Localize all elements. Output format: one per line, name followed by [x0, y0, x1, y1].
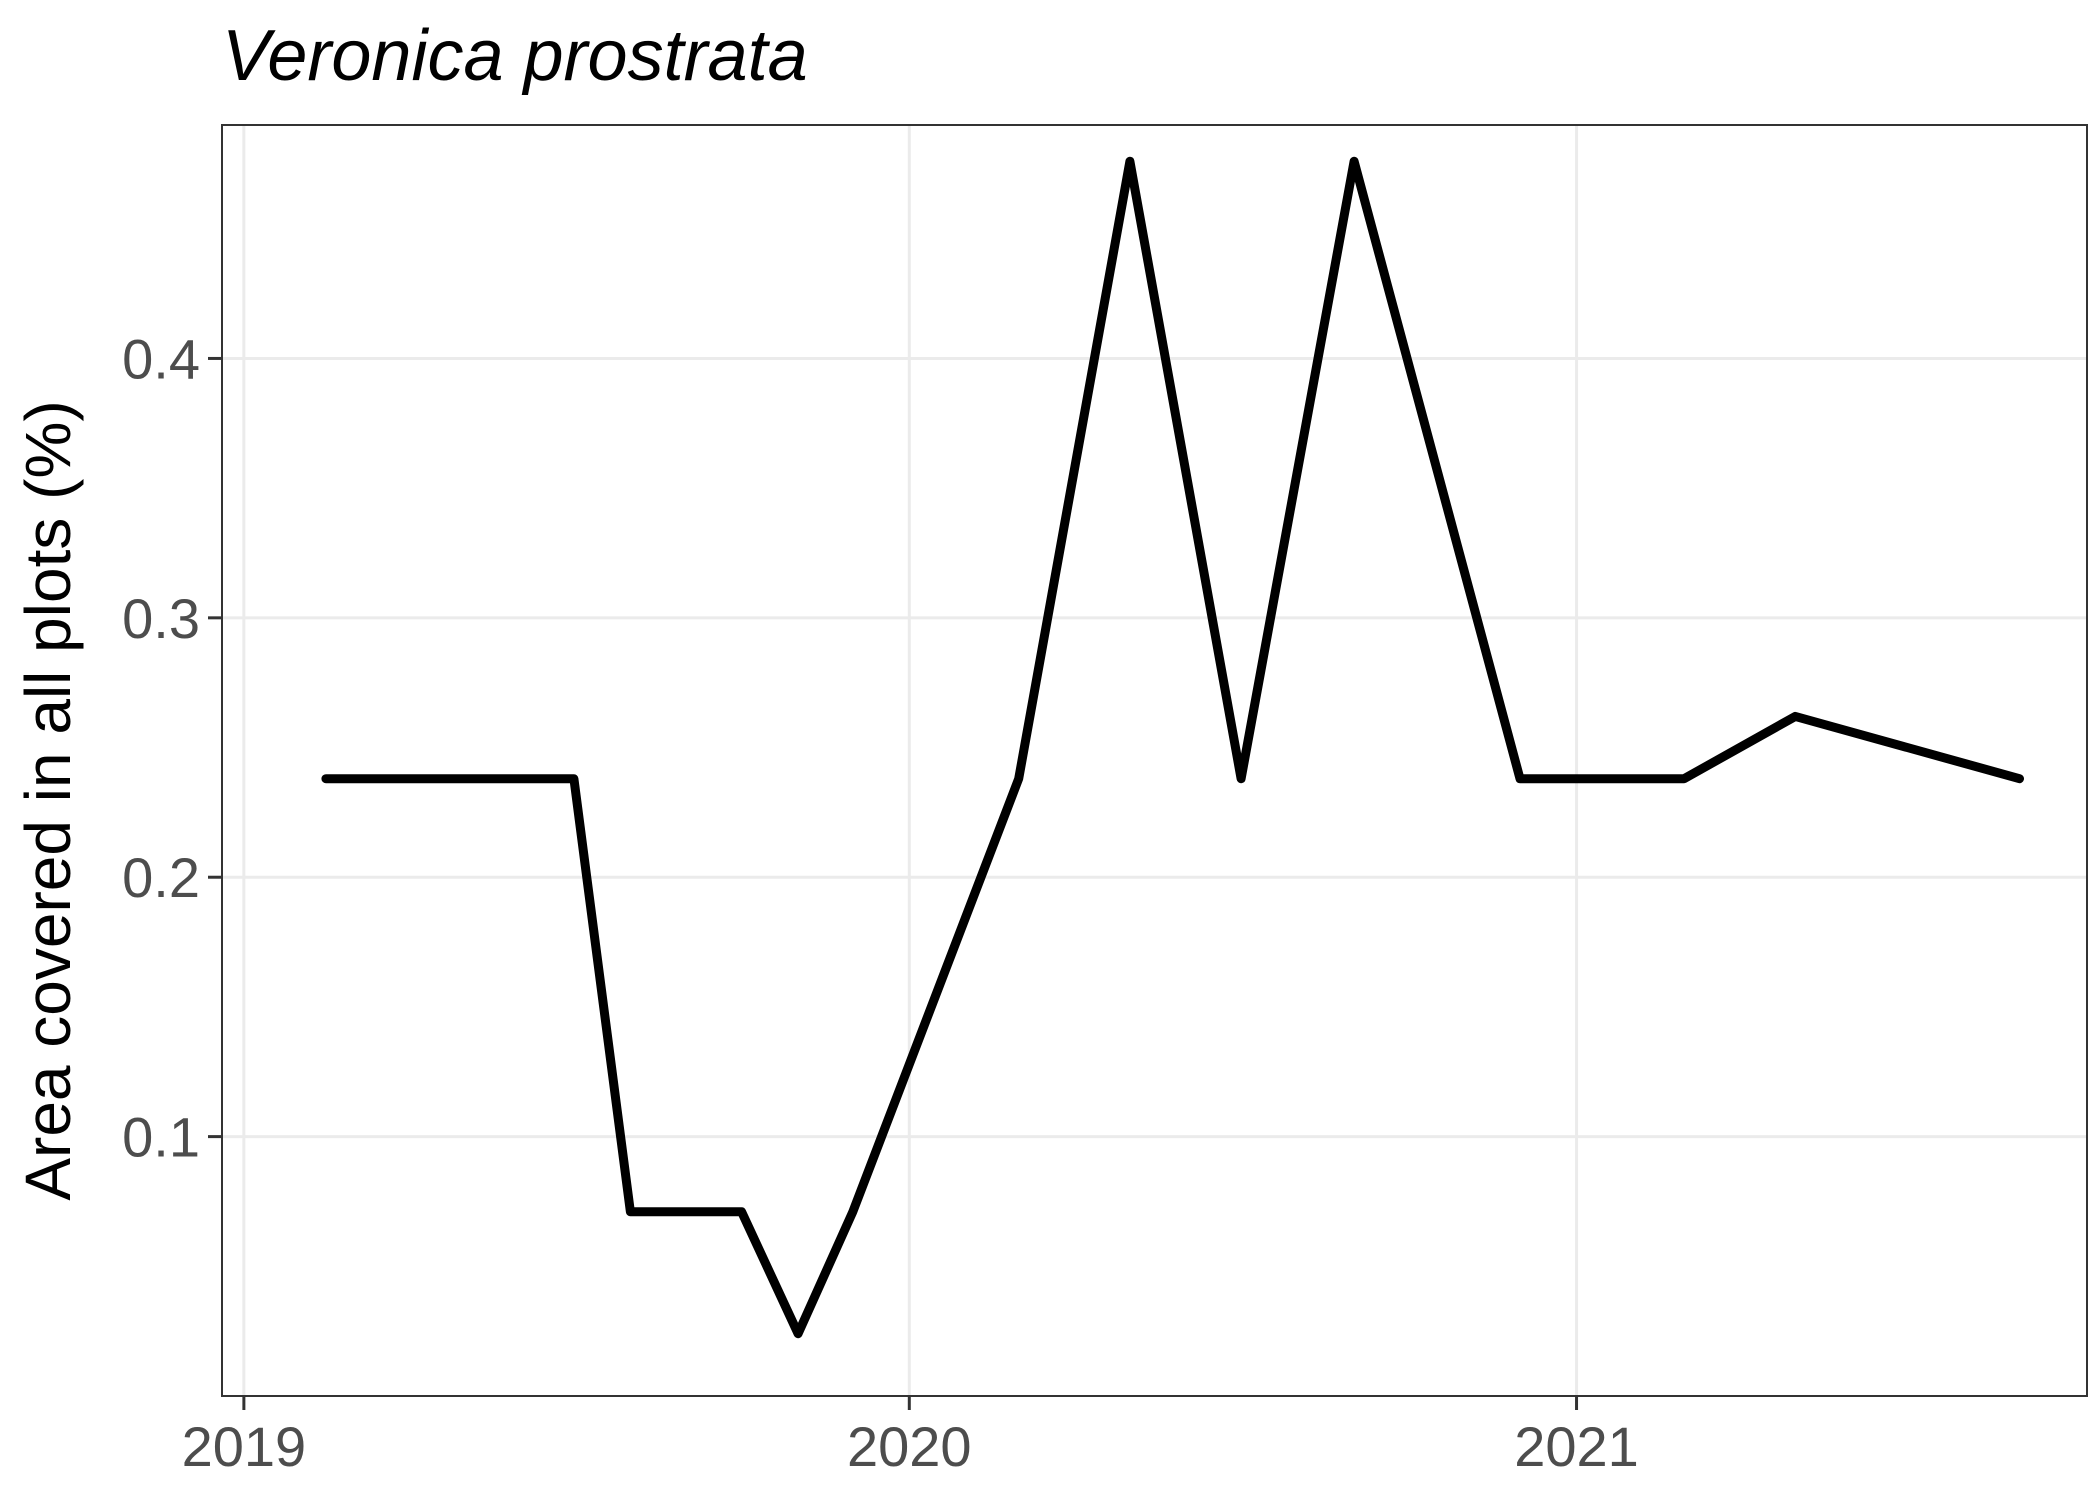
x-axis: 2019 2020 2021	[182, 1396, 1639, 1478]
y-axis-title: Area covered in all plots (%)	[12, 400, 84, 1200]
x-tick-label: 2021	[1514, 1415, 1639, 1478]
grid	[222, 125, 2087, 1396]
y-tick-label: 0.1	[122, 1106, 200, 1169]
x-tick-label: 2020	[847, 1415, 972, 1478]
panel-border	[221, 124, 2088, 1397]
y-tick-label: 0.4	[122, 327, 200, 390]
y-axis: 0.1 0.2 0.3 0.4	[122, 327, 222, 1169]
series-line	[321, 156, 2024, 1339]
chart-title: Veronica prostrata	[222, 16, 808, 96]
y-tick-label: 0.3	[122, 587, 200, 650]
series-layer	[321, 156, 2024, 1339]
x-tick-label: 2019	[182, 1415, 307, 1478]
y-tick-label: 0.2	[122, 846, 200, 909]
